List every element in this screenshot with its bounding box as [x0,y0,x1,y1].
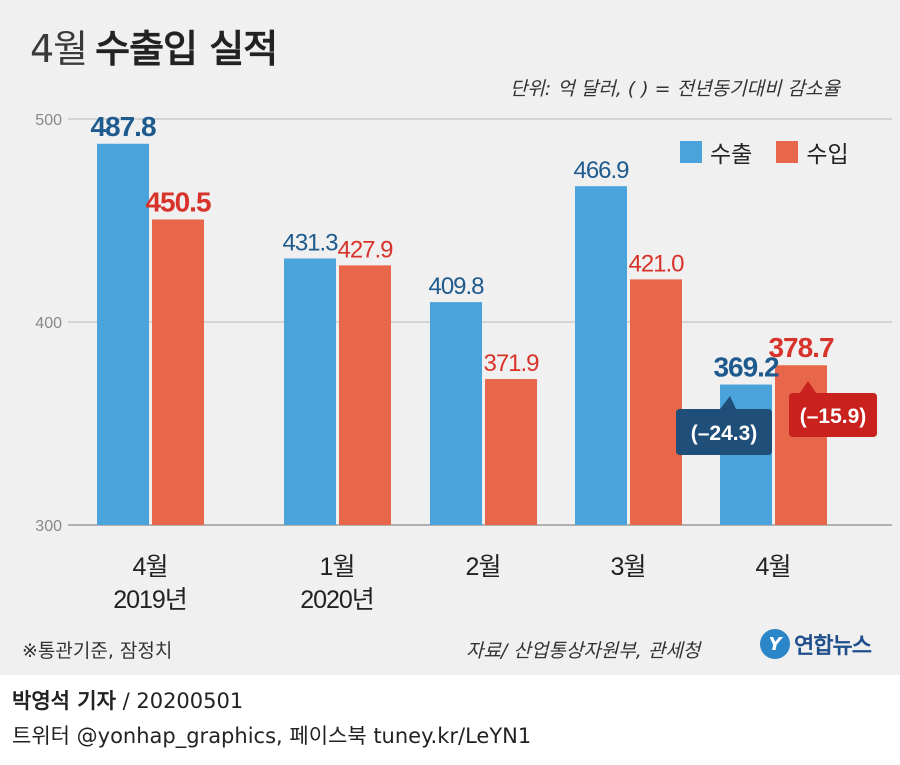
y-tick-label: 400 [35,315,62,332]
callout-import-text: (–15.9) [800,405,867,428]
bar-import [775,365,827,525]
data-label-import: 450.5 [145,186,210,217]
legend: 수출 수입 [680,135,863,169]
y-tick-label: 300 [35,518,62,535]
footer: 박영석 기자 / 20200501 트위터 @yonhap_graphics, … [0,675,900,765]
chart-title: 4월 수출입 실적 [30,18,278,73]
bar-import [630,279,682,525]
unit-note: 단위: 억 달러, ( ) = 전년동기대비 감소율 [509,78,840,100]
data-label-export: 466.9 [573,157,629,184]
bar-import [485,379,537,525]
data-label-import: 371.9 [483,350,539,377]
y-tick-label: 500 [35,112,62,129]
x-tick-label: 2월 [466,553,501,581]
data-label-export: 431.3 [282,229,338,256]
yonhap-logo: Y 연합뉴스 [760,628,872,660]
data-label-import: 378.7 [768,332,833,363]
publish-date: / 20200501 [115,689,244,713]
x-tick-label: 3월 [611,553,646,581]
x-tick-label: 1월 [320,553,355,581]
x-tick-label: 2020년 [300,586,374,614]
bar-export [284,258,336,525]
reporter-name: 박영석 기자 [12,689,116,713]
legend-export-swatch [680,141,702,163]
bar-import [152,219,204,526]
bar-export [97,143,149,526]
footnote: ※통관기준, 잠정치 [22,640,173,662]
yonhap-logo-text: 연합뉴스 [794,634,872,659]
bar-import [339,265,391,525]
callout-export-box [675,396,772,455]
chart-panel: 4월 수출입 실적 단위: 억 달러, ( ) = 전년동기대비 감소율 수출 수… [22,18,892,662]
legend-import: 수입 [776,135,849,169]
source-note: 자료/ 산업통상자원부, 관세청 [466,640,701,662]
x-tick-label: 4월 [133,553,168,581]
data-label-export: 487.8 [90,111,155,142]
title-month: 4월 [30,27,88,71]
callout-import-box [789,381,877,437]
legend-import-swatch [776,141,799,163]
legend-export: 수출 [680,135,752,169]
data-label-export: 369.2 [713,352,778,383]
x-tick-label: 2019년 [113,586,187,614]
yonhap-logo-icon: Y [760,629,790,659]
social-links: 트위터 @yonhap_graphics, 페이스북 tuney.kr/LeYN… [12,724,532,748]
legend-export-label: 수출 [710,142,753,168]
bar-chart: 300 400 500 487.8 450.5 4월 2019년 431.3 427.9 1월 20… [35,111,892,614]
byline: 박영석 기자 / 20200501 [12,685,243,715]
callout-export-text: (–24.3) [691,422,758,445]
data-label-import: 427.9 [337,236,393,263]
legend-import-label: 수입 [806,142,849,168]
data-label-export: 409.8 [428,273,484,300]
x-tick-label: 4월 [756,553,791,581]
bar-export [430,302,482,525]
bar-export [575,186,627,525]
title-main: 수출입 실적 [95,27,278,71]
data-label-import: 421.0 [628,250,684,277]
